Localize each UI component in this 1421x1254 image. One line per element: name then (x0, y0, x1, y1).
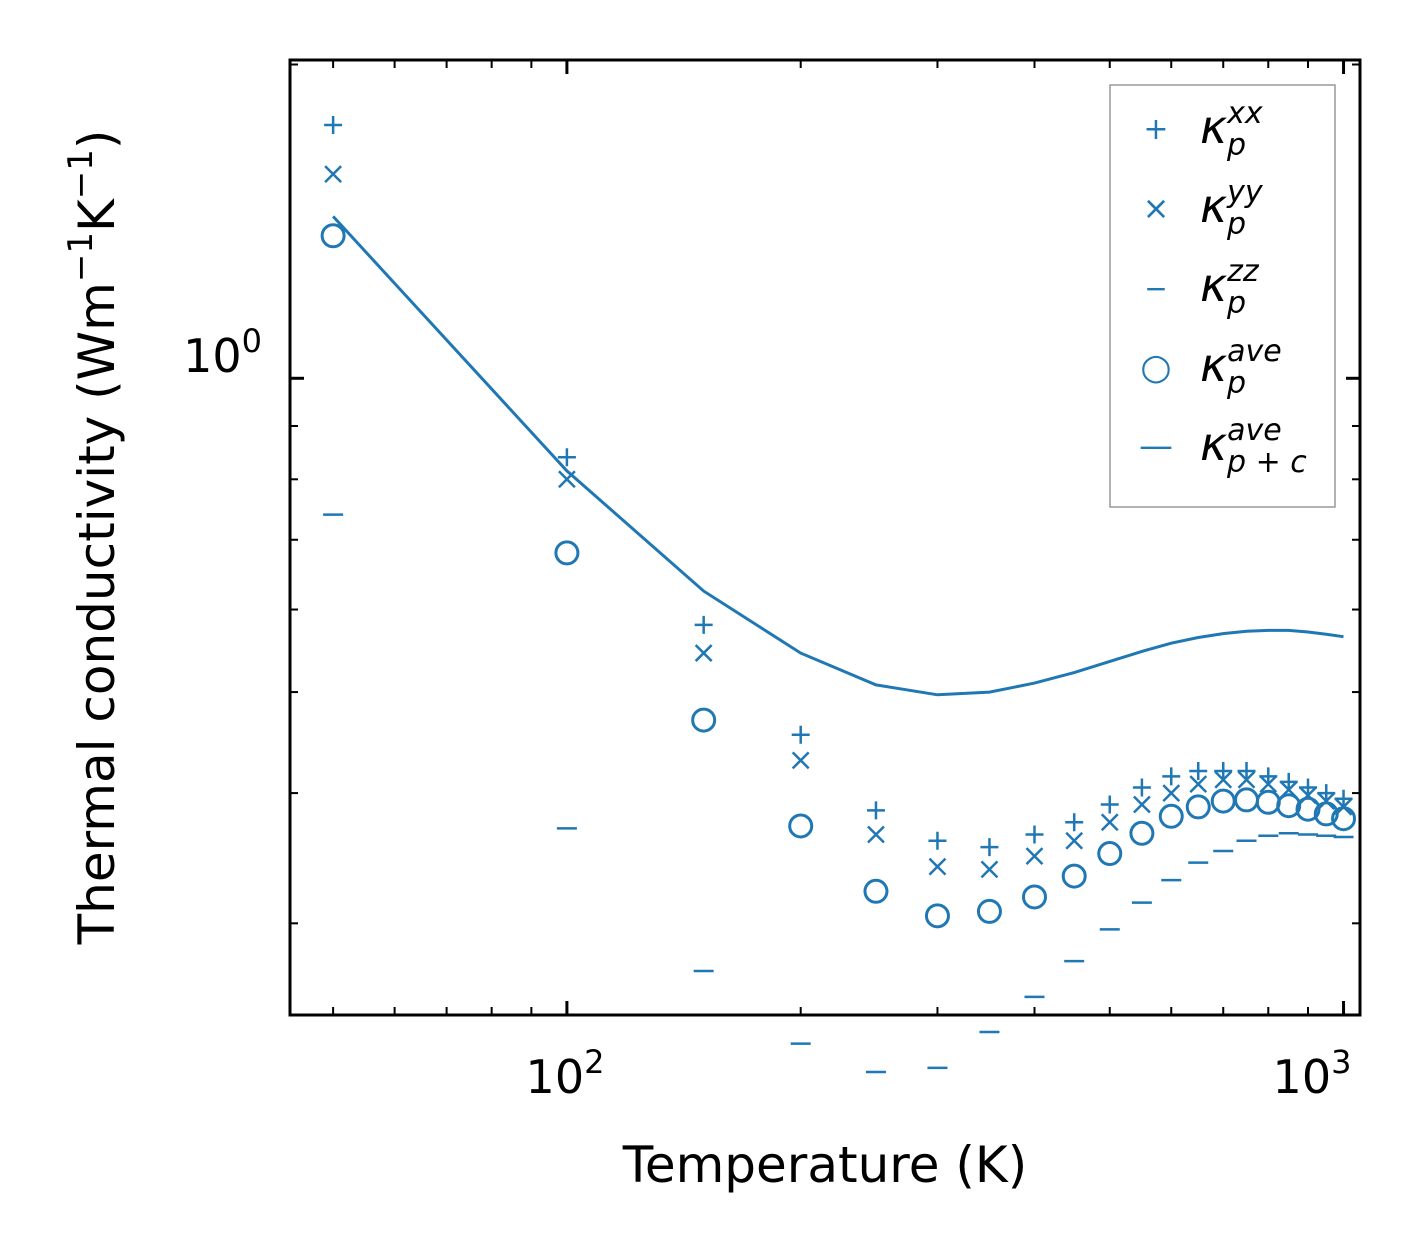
legend-marker-x: × (1143, 189, 1170, 227)
circle-point (554, 540, 580, 566)
plus-point (928, 831, 947, 850)
circle-point (1331, 806, 1357, 832)
data-marks (320, 115, 1357, 1074)
legend-marker-circle: ○ (1140, 347, 1171, 388)
plus-point (557, 448, 576, 467)
x-point (1025, 847, 1044, 866)
circle-point (1021, 884, 1047, 910)
x-point (1133, 795, 1151, 814)
legend-label-kappa-p-zz: κzz p (1200, 254, 1260, 321)
x-point (324, 165, 343, 183)
x-point (694, 644, 713, 662)
legend-marker-plus: + (1143, 112, 1168, 147)
series-kappa_p_ave (320, 223, 1357, 929)
x-point (1189, 775, 1208, 794)
circle-point (691, 707, 717, 733)
plus-point (980, 838, 999, 857)
series-line-kappa_p+c_ave (331, 215, 1344, 697)
legend-frame (1109, 84, 1336, 508)
plus-point (1299, 778, 1318, 797)
legend-entry-kappa-p-xx: + κxx p (1143, 96, 1262, 163)
legend-label-kappa-p-yy: κyy p (1200, 175, 1264, 242)
x-point (1237, 770, 1256, 789)
x-point (1065, 831, 1084, 850)
legend-entry-kappa-p-yy: × κyy p (1143, 175, 1264, 242)
x-tick-label-100: 102 (526, 1043, 605, 1104)
plus-point (324, 115, 343, 134)
x-point (980, 860, 999, 879)
plus-point (1279, 772, 1298, 791)
x-point (1100, 813, 1119, 832)
legend-entry-kappa-p-zz: − κzz p (1144, 254, 1260, 321)
x-tick-label-1000: 103 (1273, 1043, 1352, 1104)
circle-point (1295, 796, 1321, 822)
circle-point (1061, 863, 1087, 889)
circle-point (320, 223, 346, 249)
legend-marker-hline: − (1144, 272, 1167, 305)
circle-point (1313, 801, 1339, 827)
plus-point (1162, 767, 1181, 786)
x-point (1214, 770, 1233, 789)
plus-point (866, 801, 885, 820)
circle-point (1185, 794, 1211, 820)
plus-point (694, 615, 713, 634)
plus-point (1065, 813, 1084, 832)
circle-point (924, 903, 950, 929)
legend-label-kappa-p-c-ave: κave p + c (1200, 413, 1307, 480)
circle-point (1097, 841, 1123, 867)
x-axis-label: Temperature (K) (622, 1136, 1027, 1194)
plus-point (1132, 778, 1151, 797)
x-point (1259, 775, 1278, 794)
plus-point (791, 725, 810, 744)
x-point (867, 825, 885, 844)
circle-point (863, 878, 889, 904)
y-tick-label-1: 100 (183, 322, 262, 383)
legend-entry-kappa-p-ave: ○ κave p (1140, 334, 1281, 401)
circle-point (976, 898, 1002, 924)
legend-marker-line: — (1139, 426, 1173, 466)
plus-point (1189, 762, 1208, 780)
x-point (791, 751, 810, 770)
series-kappa_p_xx (324, 115, 1353, 857)
series-kappa_p+c_ave (331, 215, 1344, 697)
y-axis-label: Thermal conductivity (Wm−1K−1) (61, 130, 126, 946)
plus-point (1334, 789, 1353, 808)
x-point (1317, 792, 1336, 810)
plus-point (1100, 795, 1119, 814)
x-point (928, 857, 947, 876)
series-kappa_p_zz (323, 513, 1354, 1074)
legend-entry-kappa-p-c-ave: — κave p + c (1139, 413, 1307, 480)
plus-point (1237, 762, 1256, 780)
plus-point (1025, 825, 1044, 844)
circle-point (1276, 793, 1302, 819)
circle-point (1129, 820, 1155, 846)
circle-point (1158, 803, 1184, 829)
legend-label-kappa-p-xx: κxx p (1200, 96, 1263, 163)
legend-label-kappa-p-ave: κave p (1200, 334, 1282, 401)
plot-frame (288, 58, 1362, 1017)
legend: + κxx p × κyy p − κzz p ○ κave p — κave p + c (1109, 84, 1336, 508)
plus-point (1317, 784, 1336, 803)
plus-point (1214, 762, 1233, 780)
circle-point (788, 813, 814, 839)
x-point (1162, 784, 1181, 802)
